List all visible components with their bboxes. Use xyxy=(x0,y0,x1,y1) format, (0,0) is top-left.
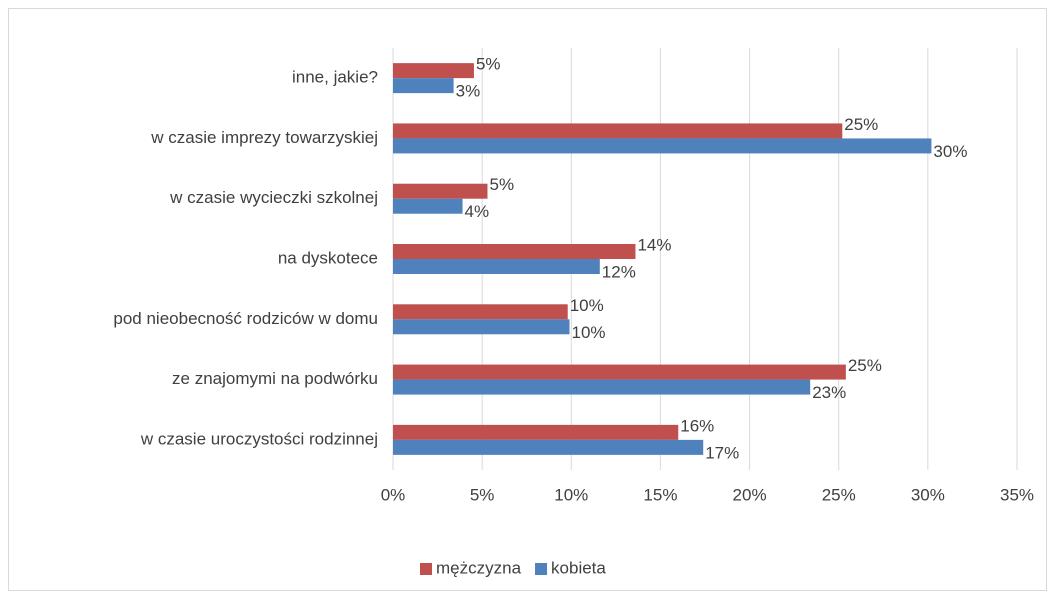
x-tick-label: 25% xyxy=(822,485,856,504)
chart-border xyxy=(8,8,1047,591)
x-tick-label: 5% xyxy=(470,485,495,504)
data-label: 30% xyxy=(933,142,967,161)
bar xyxy=(393,138,932,154)
legend-label: mężczyzna xyxy=(436,558,522,577)
bar xyxy=(393,244,636,259)
legend-swatch xyxy=(420,563,432,575)
data-label: 12% xyxy=(602,262,636,281)
bar xyxy=(393,379,811,395)
x-tick-label: 15% xyxy=(643,485,677,504)
bar xyxy=(393,304,568,320)
x-tick-label: 30% xyxy=(911,485,945,504)
y-tick-label: ze znajomymi na podwórku xyxy=(172,369,378,388)
x-tick-label: 35% xyxy=(1000,485,1034,504)
data-label: 4% xyxy=(465,202,490,221)
y-tick-label: w czasie uroczystości rodzinnej xyxy=(140,429,378,448)
y-tick-label: pod nieobecność rodziców w domu xyxy=(113,309,378,328)
y-tick-label: na dyskotece xyxy=(278,248,378,267)
data-label: 16% xyxy=(680,416,714,435)
x-tick-label: 0% xyxy=(381,485,406,504)
data-label: 25% xyxy=(848,356,882,375)
data-label: 5% xyxy=(489,175,514,194)
bar xyxy=(393,78,454,94)
data-label: 10% xyxy=(570,296,604,315)
bar xyxy=(393,364,846,380)
data-label: 10% xyxy=(572,323,606,342)
x-tick-label: 20% xyxy=(733,485,767,504)
data-label: 17% xyxy=(705,443,739,462)
x-tick-label: 10% xyxy=(554,485,588,504)
y-tick-label: inne, jakie? xyxy=(292,68,378,87)
bar xyxy=(393,424,679,440)
data-label: 3% xyxy=(456,82,481,101)
legend-swatch xyxy=(535,563,548,575)
data-label: 25% xyxy=(844,115,878,134)
y-tick-label: w czasie imprezy towarzyskiej xyxy=(150,128,378,147)
bar xyxy=(393,259,600,274)
y-tick-label: w czasie wycieczki szkolnej xyxy=(169,188,378,207)
bar xyxy=(393,439,704,455)
bar xyxy=(393,123,843,139)
bar xyxy=(393,63,474,79)
data-label: 23% xyxy=(812,383,846,402)
bar xyxy=(393,183,488,199)
legend-label: kobieta xyxy=(551,558,606,577)
bar xyxy=(393,319,570,335)
data-label: 5% xyxy=(476,55,501,74)
data-label: 14% xyxy=(637,235,671,254)
bar xyxy=(393,198,463,214)
